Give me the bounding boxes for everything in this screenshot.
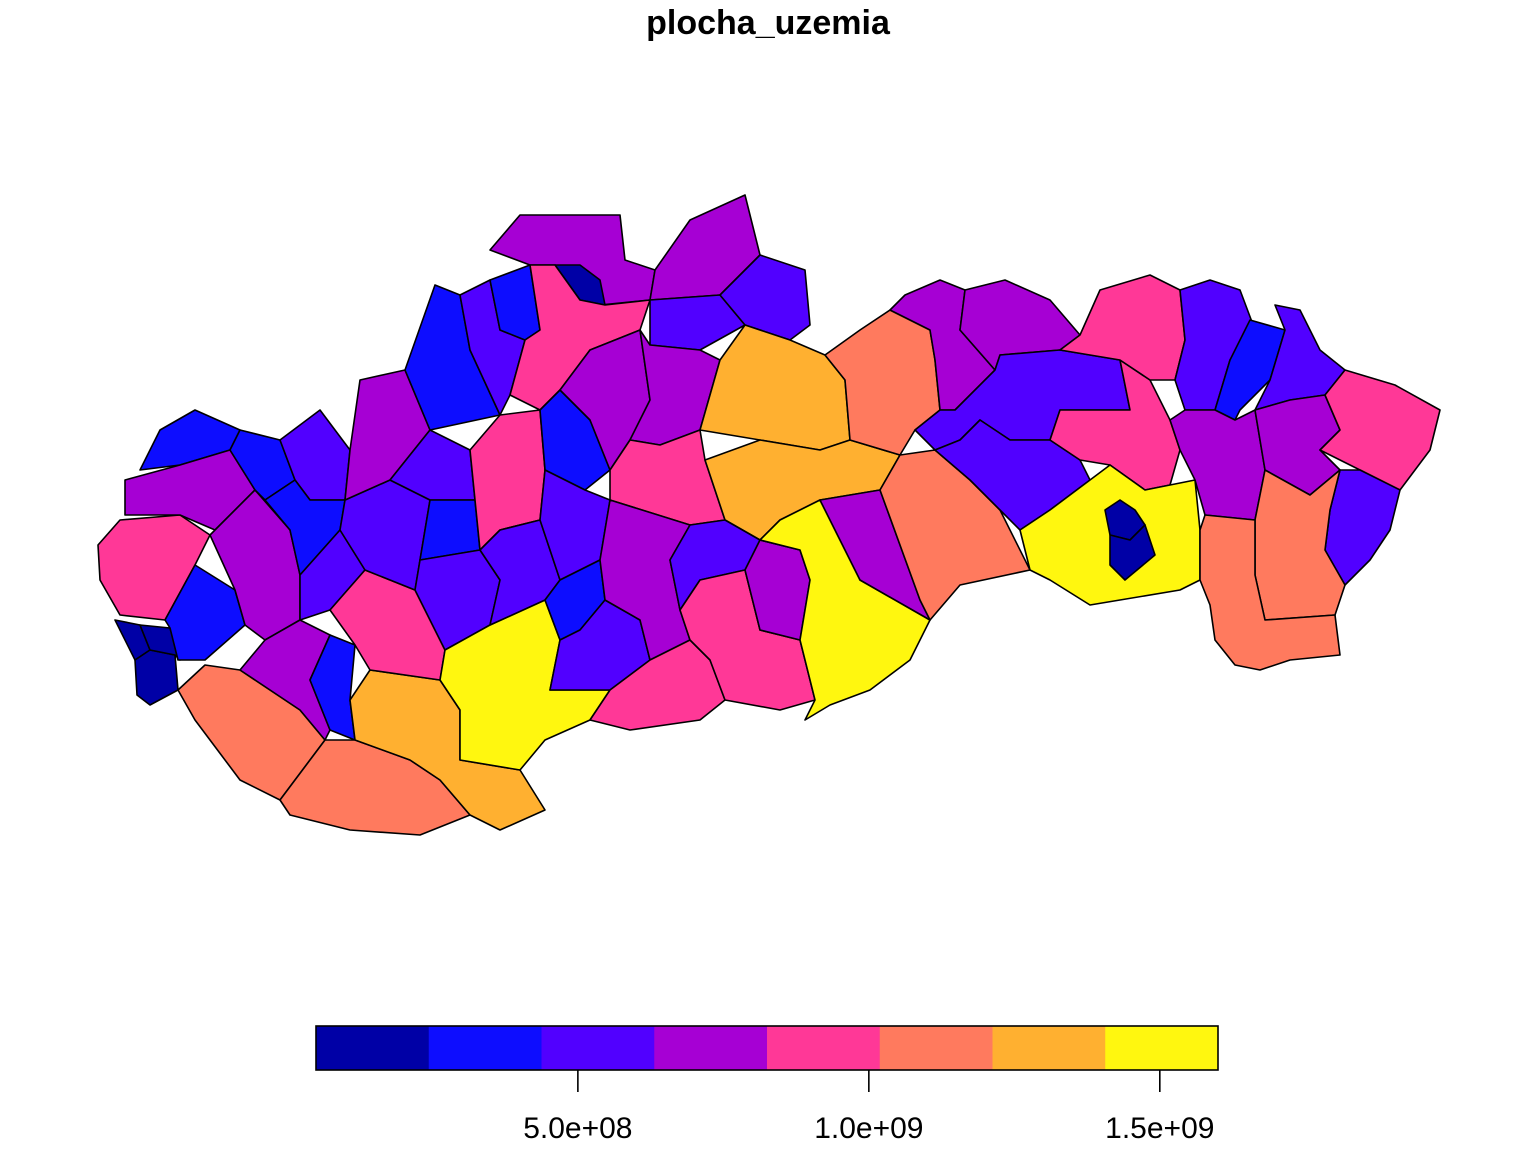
legend-swatch-6: [992, 1026, 1106, 1070]
legend-swatch-0: [316, 1026, 430, 1070]
legend-color-bar: [316, 1026, 1219, 1070]
legend-swatch-3: [654, 1026, 768, 1070]
legend-tick-label-1: 1.0e+09: [814, 1112, 924, 1145]
legend-swatch-7: [1105, 1026, 1219, 1070]
district-layer: [97, 194, 1441, 836]
district-w2[interactable]: [164, 564, 246, 661]
legend-ticks: [577, 1070, 1161, 1092]
legend-frame: [315, 1025, 1219, 1071]
map-title: plocha_uzemia: [646, 4, 890, 42]
legend-swatch-5: [879, 1026, 993, 1070]
district-o2[interactable]: [699, 324, 851, 451]
legend-swatch-4: [767, 1026, 881, 1070]
district-k10[interactable]: [1319, 369, 1441, 491]
district-v8[interactable]: [649, 294, 746, 351]
legend-swatch-1: [428, 1026, 542, 1070]
legend-tick-label-0: 5.0e+08: [523, 1112, 633, 1145]
district-ke-2[interactable]: [1109, 524, 1156, 581]
color-legend: [315, 1025, 1219, 1092]
district-v14[interactable]: [934, 419, 1091, 531]
district-s6[interactable]: [1199, 514, 1341, 671]
legend-swatch-2: [541, 1026, 655, 1070]
legend-tick-label-2: 1.5e+09: [1105, 1112, 1215, 1145]
district-ba-2[interactable]: [134, 649, 179, 706]
